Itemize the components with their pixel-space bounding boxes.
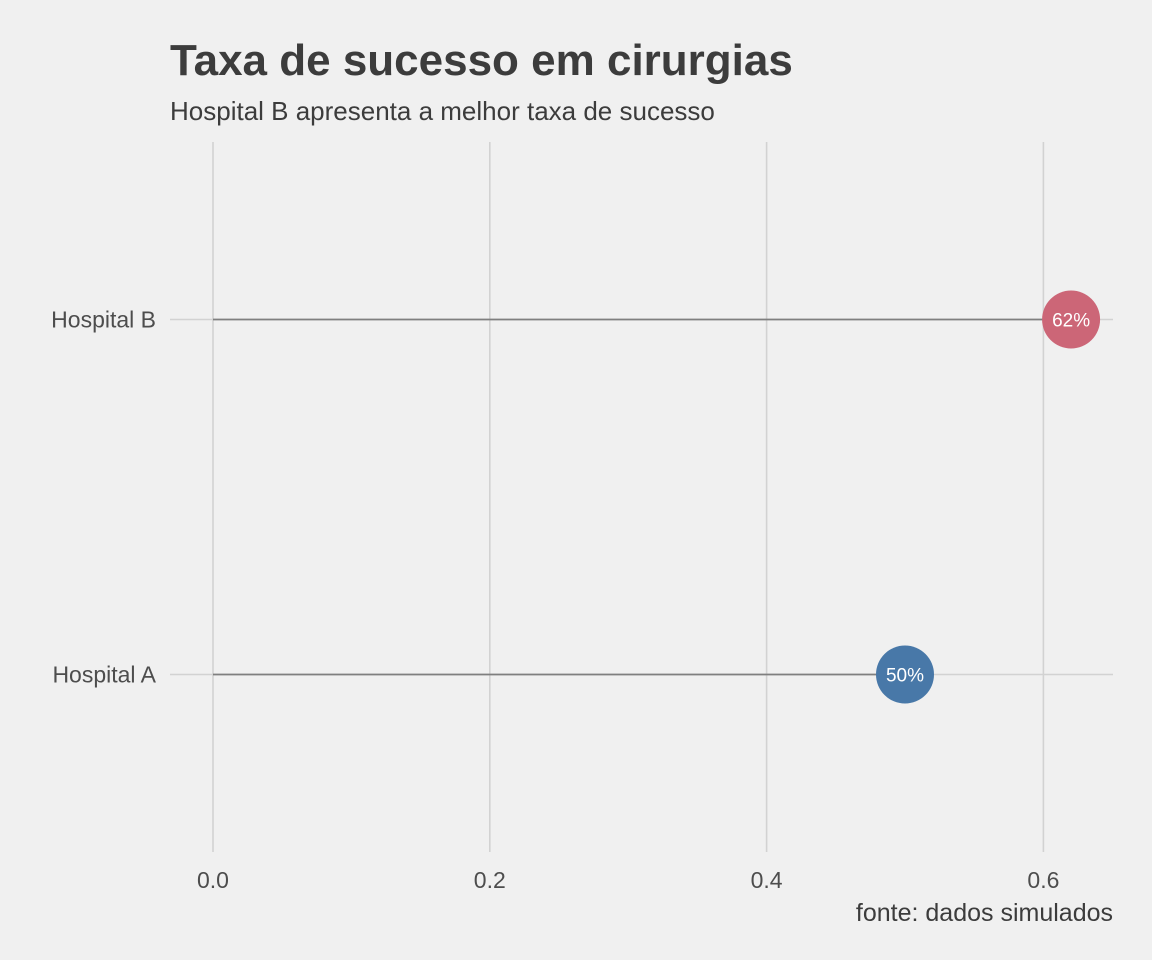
data-label: 50% [886,666,924,687]
x-tick-label: 0.4 [751,867,783,893]
lollipop-point [1042,290,1101,349]
x-tick-label: 0.2 [474,867,506,893]
data-label: 62% [1052,311,1090,332]
x-tick-label: 0.0 [197,867,229,893]
plot-area: 0.0 0.2 0.4 0.6 Hospital A Hospital B 50% 62% [51,142,1113,893]
chart-subtitle: Hospital B apresenta a melhor taxa de su… [170,96,715,126]
y-tick-label: Hospital A [52,662,156,688]
lollipop-point [876,645,934,704]
chart-title: Taxa de sucesso em cirurgias [170,36,793,85]
y-tick-label: Hospital B [51,307,156,333]
chart-caption: fonte: dados simulados [856,899,1113,927]
x-tick-label: 0.6 [1027,867,1059,893]
